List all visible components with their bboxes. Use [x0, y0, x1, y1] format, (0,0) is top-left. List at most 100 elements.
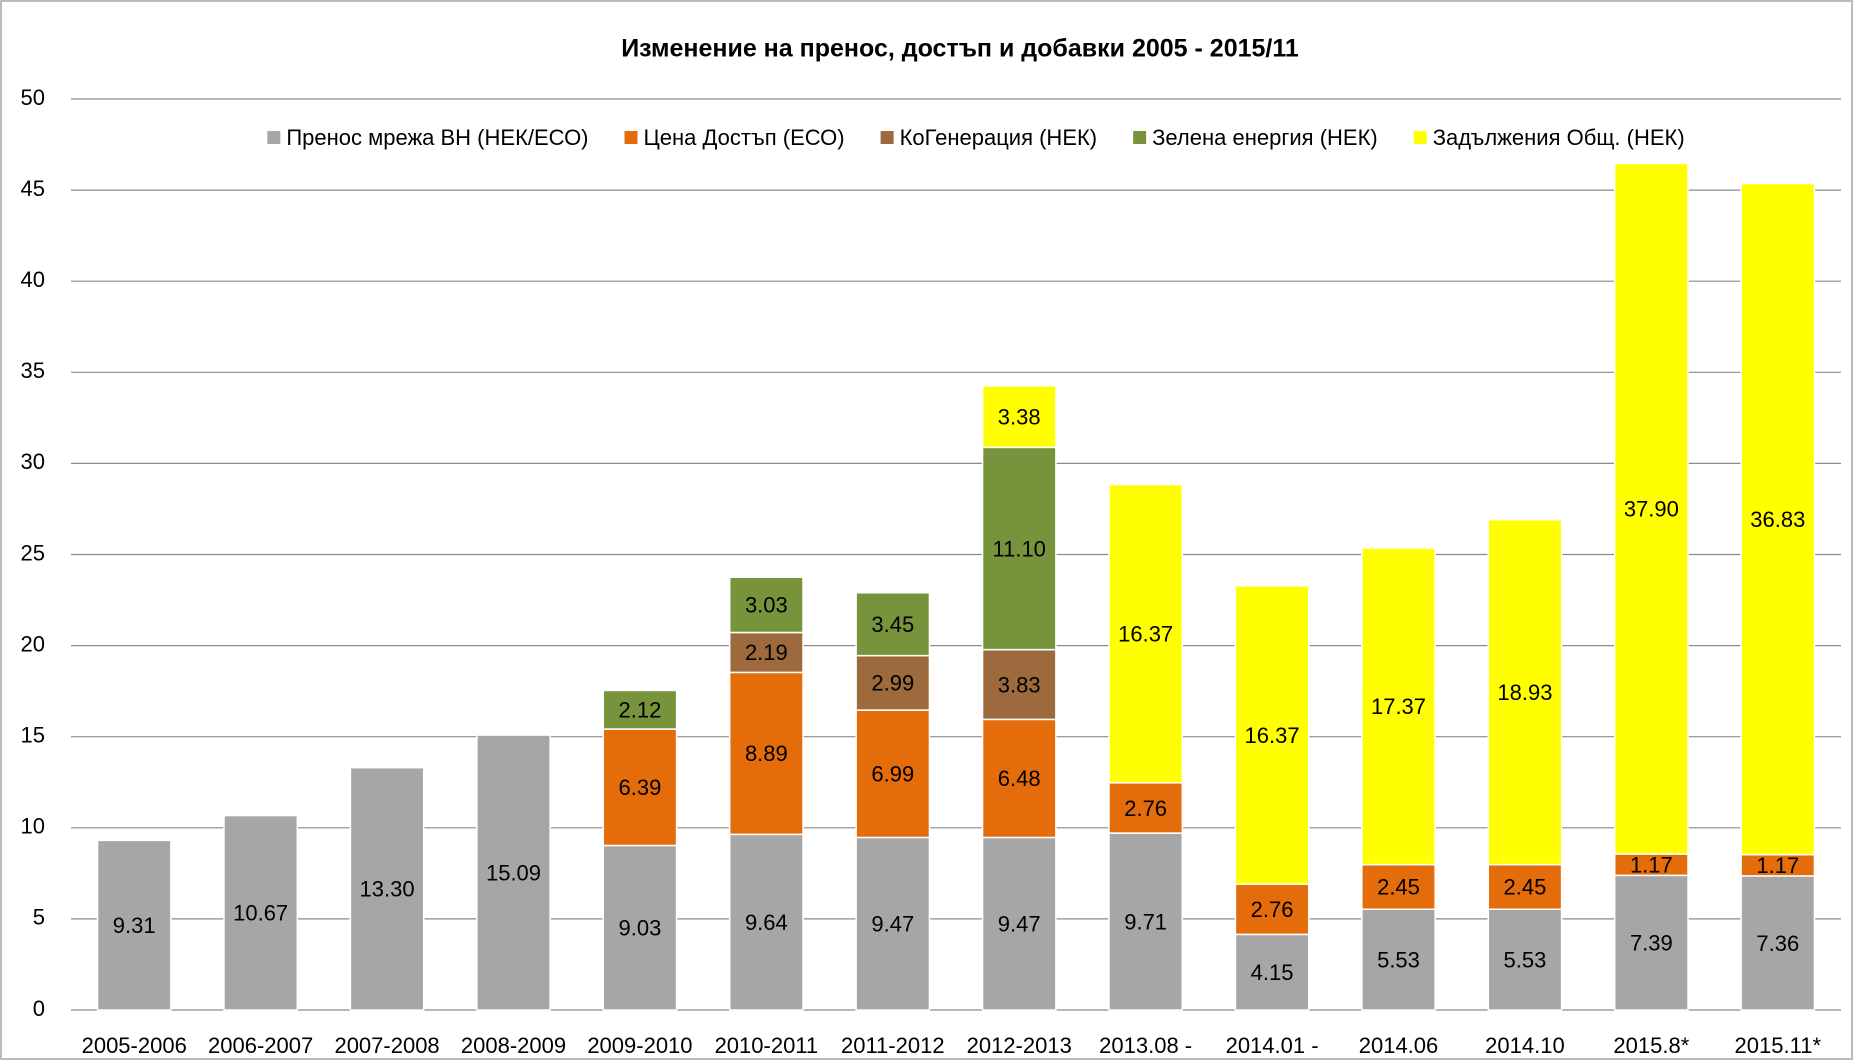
- y-tick-label: 50: [21, 85, 45, 110]
- legend-label: Зелена енергия (НЕК): [1152, 125, 1378, 150]
- data-label: 9.03: [619, 916, 662, 941]
- bar-segment: [1740, 182, 1816, 856]
- x-tick-label: 2005-2006: [82, 1033, 187, 1058]
- bar-segment: [855, 836, 931, 1011]
- legend-label: КоГенерация (НЕК): [900, 125, 1098, 150]
- data-label: 2.45: [1377, 875, 1420, 900]
- data-label: 15.09: [486, 860, 541, 885]
- bar-segment: [728, 671, 804, 836]
- x-tick-label: 2012-2013: [967, 1033, 1072, 1058]
- y-tick-label: 35: [21, 358, 45, 383]
- legend-swatch: [624, 131, 638, 144]
- data-label: 16.37: [1118, 621, 1173, 646]
- data-label: 9.71: [1124, 909, 1167, 934]
- data-label: 2.45: [1504, 875, 1547, 900]
- data-label: 2.19: [745, 640, 788, 665]
- data-label: 10.67: [233, 901, 288, 926]
- data-label: 5.53: [1377, 947, 1420, 972]
- data-label: 11.10: [993, 536, 1046, 561]
- y-tick-label: 45: [21, 176, 45, 201]
- bar-segment: [349, 766, 425, 1011]
- y-tick-label: 10: [21, 814, 45, 839]
- bar-segment: [981, 718, 1057, 839]
- x-tick-label: 2009-2010: [587, 1033, 692, 1058]
- bar-segment: [728, 631, 804, 674]
- bar-segment: [728, 833, 804, 1011]
- data-label: 4.15: [1251, 960, 1294, 985]
- chart-title: Изменение на пренос, достъп и добавки 20…: [621, 35, 1299, 63]
- bar-segment: [223, 814, 299, 1011]
- data-label: 17.37: [1371, 694, 1426, 719]
- data-label: 9.64: [745, 910, 788, 935]
- bar-segment: [1613, 162, 1689, 855]
- data-label: 3.45: [871, 612, 914, 637]
- bar-segment: [1234, 933, 1310, 1011]
- bar-segment: [855, 592, 931, 657]
- data-label: 8.89: [745, 741, 788, 766]
- bar-segment: [981, 385, 1057, 449]
- bar-segment: [981, 446, 1057, 651]
- data-label: 6.48: [998, 766, 1041, 791]
- legend-label: Пренос мрежа ВН (НЕК/ЕСО): [286, 125, 588, 150]
- x-tick-label: 2007-2008: [334, 1033, 439, 1058]
- data-label: 36.83: [1750, 507, 1805, 532]
- data-label: 13.30: [360, 877, 415, 902]
- bar-segment: [1361, 547, 1436, 866]
- data-label: 3.03: [745, 593, 788, 618]
- legend-label: Задължения Общ. (НЕК): [1433, 125, 1685, 150]
- data-label: 37.90: [1624, 497, 1679, 522]
- data-label: 2.76: [1124, 796, 1167, 821]
- data-label: 1.17: [1630, 853, 1673, 878]
- data-label: 9.47: [998, 912, 1041, 937]
- bar-segment: [602, 689, 678, 730]
- bar-segment: [1613, 874, 1689, 1011]
- data-label: 5.53: [1504, 947, 1547, 972]
- data-label: 7.36: [1756, 931, 1799, 956]
- y-tick-label: 25: [21, 540, 45, 565]
- data-label: 9.47: [871, 912, 914, 937]
- x-tick-label: 2010-2011: [715, 1033, 819, 1058]
- x-tick-label: 2006-2007: [208, 1033, 313, 1058]
- data-label: 9.31: [113, 913, 156, 938]
- x-tick-label: 2013.08 -: [1099, 1033, 1192, 1058]
- data-label: 1.17: [1756, 853, 1799, 878]
- data-label: 7.39: [1630, 930, 1673, 955]
- data-label: 3.83: [998, 672, 1041, 697]
- data-label: 18.93: [1497, 680, 1552, 705]
- y-tick-label: 15: [21, 723, 45, 748]
- bar-segment: [1234, 585, 1310, 885]
- data-label: 3.38: [998, 404, 1041, 429]
- data-label: 6.99: [871, 762, 914, 787]
- bar-segment: [981, 648, 1057, 721]
- x-tick-label: 2014.01 -: [1226, 1033, 1319, 1058]
- legend-swatch: [267, 131, 281, 144]
- x-tick-label: 2014.10: [1485, 1033, 1565, 1058]
- y-tick-label: 0: [33, 996, 45, 1021]
- legend-swatch: [1413, 131, 1427, 144]
- bar-segment: [855, 654, 931, 711]
- y-tick-label: 5: [33, 905, 45, 930]
- x-tick-label: 2008-2009: [461, 1033, 566, 1058]
- x-tick-label: 2011-2012: [841, 1033, 945, 1058]
- bar-segment: [1487, 518, 1563, 866]
- bar-segment: [1361, 908, 1436, 1011]
- data-label: 16.37: [1245, 723, 1300, 748]
- bar-segment: [1361, 863, 1436, 910]
- bar-segment: [1487, 863, 1563, 910]
- x-tick-label: 2014.06: [1359, 1033, 1439, 1058]
- legend-swatch: [1133, 131, 1147, 144]
- x-tick-label: 2015.8*: [1613, 1033, 1689, 1058]
- bar-segment: [1740, 875, 1816, 1011]
- x-tick-label: 2015.11*: [1735, 1033, 1822, 1058]
- data-label: 2.12: [619, 698, 662, 723]
- data-label: 2.76: [1251, 897, 1294, 922]
- bar-segment: [476, 734, 551, 1011]
- bar-segment: [1108, 832, 1184, 1011]
- bar-segment: [96, 839, 172, 1011]
- legend-label: Цена Достъп (ЕСО): [644, 125, 845, 150]
- data-label: 6.39: [619, 775, 662, 800]
- y-tick-label: 40: [21, 267, 45, 292]
- y-tick-label: 30: [21, 449, 45, 474]
